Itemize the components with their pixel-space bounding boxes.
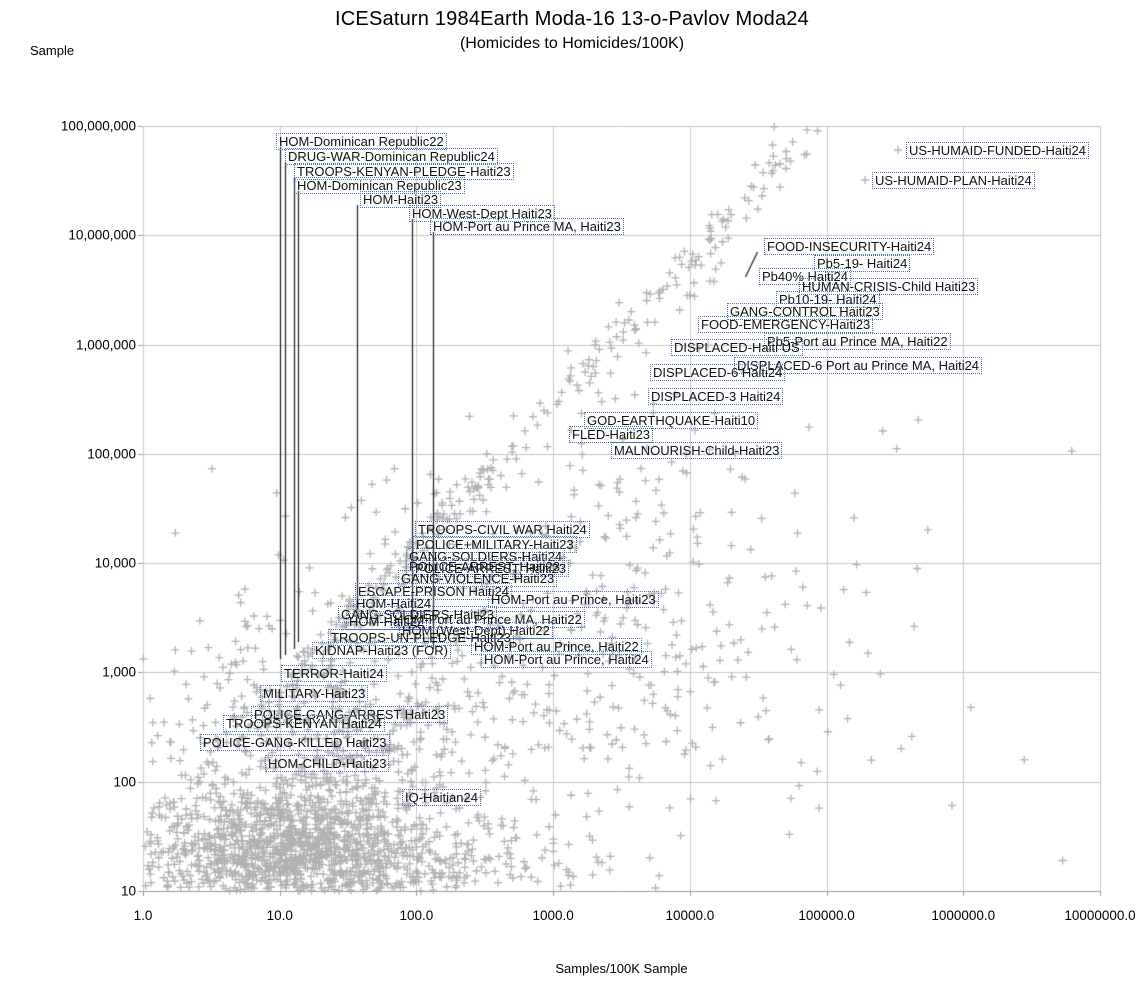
chart-subtitle: (Homicides to Homicides/100K) <box>459 35 685 52</box>
annotation-callout[interactable]: HOM-CHILD-Haiti23 <box>265 755 390 772</box>
y-tick-label: 1,000 <box>102 664 136 680</box>
x-tick-label: 10.0 <box>266 908 293 923</box>
annotation-callout[interactable]: HOM-Port au Prince MA, Haiti23 <box>430 218 624 235</box>
annotation-callout[interactable]: TROOPS-KENYAN Haiti24 <box>223 715 385 732</box>
y-tick-label: 10,000 <box>94 555 136 571</box>
annotation-callout[interactable]: FOOD-EMERGENCY-Haiti23 <box>698 316 874 333</box>
x-tick-label: 100000.0 <box>798 908 855 923</box>
annotation-callout[interactable]: TERROR-Haiti24 <box>281 665 387 682</box>
annotation-callout[interactable]: FLED-Haiti23 <box>569 426 654 443</box>
annotation-callout[interactable]: DISPLACED-6 Haiti24 <box>650 364 786 381</box>
annotation-callout[interactable]: HOM-Dominican Republic22 <box>276 133 447 150</box>
annotation-callout[interactable]: POLICE-ARREST, Haiti23 <box>412 560 569 577</box>
y-axis-title: Sample <box>30 43 75 58</box>
x-tick-label: 10000.0 <box>665 908 715 923</box>
annotation-callout[interactable]: US-HUMAID-PLAN-Haiti24 <box>872 172 1035 189</box>
y-tick-label: 100 <box>113 774 136 790</box>
annotation-callout[interactable]: GOD-EARTHQUAKE-Haiti10 <box>584 412 759 429</box>
annotation-callout[interactable]: HOM-Port au Prince, Haiti24 <box>481 651 652 668</box>
annotation-callout[interactable]: HOM-Port au Prince, Haiti22 <box>471 638 642 655</box>
annotation-callout[interactable]: POLICE-GANG-KILLED Haiti23 <box>200 734 390 751</box>
y-tick-label: 10,000,000 <box>68 227 136 243</box>
x-axis-title: Samples/100K Sample <box>555 961 688 976</box>
annotation-callout[interactable]: DISPLACED-6 Port au Prince MA, Haiti24 <box>734 357 983 374</box>
y-tick-label: 1,000,000 <box>75 337 136 353</box>
annotation-callout[interactable]: HUMAN-CRISIS-Child Haiti23 <box>799 278 979 295</box>
y-tick-label: 100,000,000 <box>60 118 136 134</box>
x-tick-label: 100.0 <box>399 908 434 923</box>
annotation-callout[interactable]: FOOD-INSECURITY-Haiti24 <box>764 238 935 255</box>
y-tick-label: 100,000 <box>87 446 136 462</box>
annotation-callout[interactable]: TROOPS-KENYAN-PLEDGE-Haiti23 <box>294 163 514 180</box>
annotation-callout[interactable]: MILITARY-Haiti23 <box>260 685 369 702</box>
annotation-callout[interactable]: GANG-VIOLENCE-Haiti23 <box>398 570 558 587</box>
annotation-callout[interactable]: GANG-CONTROL Haiti23 <box>727 303 883 320</box>
annotation-callout[interactable]: DRUG-WAR-Dominican Republic24 <box>285 148 498 165</box>
annotation-callout[interactable]: POLICE-GANG-ARREST Haiti23 <box>251 706 449 723</box>
annotation-callout[interactable]: TROOPS-CIVIL WAR Haiti24 <box>415 521 590 538</box>
x-tick-label: 1000.0 <box>532 908 574 923</box>
annotation-callout[interactable]: DISPLACED-Haiti US <box>671 339 803 356</box>
x-tick-label: 1000000.0 <box>931 908 996 923</box>
annotation-callout[interactable]: HOM-West-Dept Haiti23 <box>409 205 555 222</box>
annotation-callout[interactable]: Pb40% Haiti24 <box>759 268 851 285</box>
annotation-callout[interactable]: HOM-Dominican Republic23 <box>294 177 465 194</box>
annotation-callout[interactable]: HOM-Port au Prince MA, Haiti22 <box>391 611 585 628</box>
annotation-callout[interactable]: TROOPS-UN-PLEDGE-Haiti23 <box>328 629 514 646</box>
annotation-callout[interactable]: HOM-Haiti23 <box>360 191 442 208</box>
chart-title: ICESaturn 1984Earth Moda-16 13-o-Pavlov … <box>335 8 809 30</box>
y-tick-label: 10 <box>120 883 136 899</box>
annotation-callout[interactable]: US-HUMAID-FUNDED-Haiti24 <box>906 142 1089 159</box>
annotation-callout[interactable]: Pb5-19- Haiti24 <box>814 255 911 272</box>
annotation-callout[interactable]: KIDNAP-Haiti23 (FOR) <box>312 642 451 659</box>
annotation-callout[interactable]: IQ-Haitian24 <box>402 789 481 806</box>
x-tick-label: 1.0 <box>133 908 153 923</box>
annotation-callout[interactable]: HOM-Port au Prince, Haiti23 <box>488 591 659 608</box>
x-tick-label: 10000000.0 <box>1064 908 1136 923</box>
annotation-callout[interactable]: Pb5-Port au Prince MA, Haiti22 <box>764 333 951 350</box>
annotation-callout[interactable]: MALNOURISH-Child-Haiti23 <box>611 442 783 459</box>
annotation-callout[interactable]: DISPLACED-3 Haiti24 <box>648 388 784 405</box>
